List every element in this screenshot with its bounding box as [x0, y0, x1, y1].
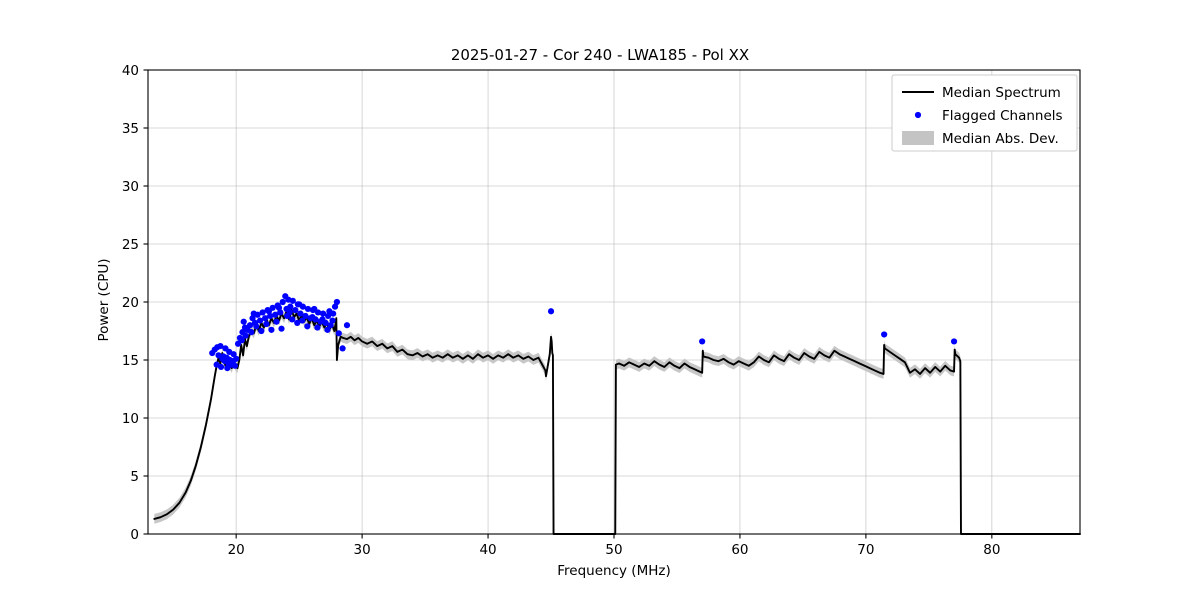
- flagged-channel-marker: [263, 320, 270, 328]
- flagged-channel-marker: [335, 330, 342, 337]
- chart-legend[interactable]: Median Spectrum Flagged Channels Median Ab…: [891, 74, 1078, 152]
- flagged-channel-marker: [275, 304, 283, 311]
- flagged-channel-marker: [265, 308, 273, 315]
- x-axis-label: Frequency (MHz): [557, 563, 670, 579]
- flagged-channel-marker: [547, 308, 555, 315]
- x-tick-label: 70: [857, 542, 874, 558]
- flagged-channel-marker: [294, 319, 301, 326]
- flagged-channel-marker: [286, 309, 293, 316]
- flagged-channel-marker: [319, 316, 326, 323]
- mad-band-segment: [154, 305, 553, 524]
- legend-background: [891, 74, 1078, 152]
- flagged-channel-marker: [262, 315, 269, 322]
- flagged-channel-marker: [267, 312, 274, 320]
- flagged-channel-marker: [259, 309, 266, 316]
- flagged-channel-marker: [324, 326, 331, 333]
- legend-swatch-median-abs-dev: [902, 131, 934, 145]
- flagged-channel-marker: [246, 322, 254, 329]
- flagged-channel-marker: [258, 327, 265, 335]
- flagged-channel-marker: [278, 325, 285, 332]
- y-tick-label: 0: [130, 527, 139, 543]
- flagged-channel-marker: [311, 305, 318, 313]
- flagged-channel-marker: [302, 312, 309, 320]
- flagged-channel-marker: [253, 323, 260, 330]
- flagged-channel-marker: [333, 298, 341, 306]
- flagged-channel-marker: [242, 332, 249, 339]
- flagged-channel-marker: [249, 315, 256, 322]
- flagged-channel-marker: [304, 323, 311, 330]
- flagged-channel-marker: [314, 324, 321, 331]
- flagged-channel-marker: [292, 307, 299, 314]
- flagged-channel-marker: [299, 317, 306, 324]
- flagged-channel-marker: [250, 310, 257, 317]
- flagged-channel-marker: [230, 351, 237, 358]
- flagged-channel-marker: [277, 309, 284, 316]
- flagged-channel-marker: [339, 345, 346, 352]
- y-tick-label: 10: [122, 411, 139, 427]
- y-tick-label: 35: [122, 121, 139, 137]
- flagged-channel-marker: [273, 318, 280, 325]
- flagged-channel-marker: [304, 305, 312, 313]
- flagged-channel-marker: [327, 322, 334, 329]
- y-tick-label: 5: [130, 469, 139, 485]
- flagged-channel-marker: [326, 308, 333, 315]
- flagged-channel-marker: [233, 355, 240, 362]
- legend-swatch-flagged-channels: [914, 111, 922, 119]
- flagged-channel-marker: [287, 303, 294, 310]
- legend-label: Median Abs. Dev.: [942, 131, 1059, 147]
- flagged-channel-marker: [325, 312, 332, 320]
- y-axis-label: Power (CPU): [96, 258, 112, 341]
- x-tick-label: 20: [228, 542, 245, 558]
- flagged-channel-marker: [319, 310, 327, 317]
- flagged-channel-marker: [217, 363, 225, 371]
- flagged-channel-marker: [268, 326, 275, 333]
- y-tick-label: 30: [122, 179, 139, 195]
- flagged-channel-marker: [289, 297, 296, 304]
- flagged-channel-marker: [331, 303, 339, 310]
- flagged-channels-points: [209, 293, 958, 372]
- flagged-channel-marker: [217, 342, 224, 350]
- flagged-channel-marker: [881, 331, 888, 338]
- y-tick-label: 15: [122, 353, 139, 369]
- flagged-channel-marker: [289, 316, 296, 323]
- x-tick-label: 60: [731, 542, 748, 558]
- flagged-channel-marker: [256, 317, 264, 324]
- axis-ticks: 20 30 40 50 60 70 80 0 5 10 15 20 25 30 35 40: [122, 63, 1001, 558]
- x-tick-label: 80: [983, 542, 1000, 558]
- y-tick-label: 25: [122, 237, 139, 253]
- flagged-channel-marker: [309, 313, 316, 321]
- flagged-channel-marker: [248, 329, 255, 336]
- flagged-channel-marker: [699, 338, 706, 345]
- flagged-channel-marker: [238, 337, 245, 344]
- x-tick-label: 50: [605, 542, 622, 558]
- x-tick-label: 40: [479, 542, 496, 558]
- flagged-channel-marker: [224, 365, 231, 372]
- legend-label: Flagged Channels: [942, 108, 1063, 124]
- x-tick-label: 30: [354, 542, 371, 558]
- flagged-channel-marker: [231, 362, 238, 369]
- flagged-channel-marker: [343, 322, 351, 329]
- flagged-channel-marker: [329, 317, 336, 324]
- y-tick-label: 40: [122, 63, 139, 79]
- flagged-channel-marker: [240, 318, 247, 325]
- flagged-channel-marker: [950, 338, 958, 345]
- flagged-channel-marker: [297, 310, 304, 317]
- flagged-channel-marker: [296, 301, 303, 308]
- flagged-channel-marker: [272, 311, 279, 318]
- legend-label: Median Spectrum: [942, 85, 1061, 101]
- page-title: 2025-01-27 - Cor 240 - LWA185 - Pol XX: [451, 46, 749, 64]
- y-tick-label: 20: [122, 295, 139, 311]
- flagged-channel-marker: [279, 298, 286, 306]
